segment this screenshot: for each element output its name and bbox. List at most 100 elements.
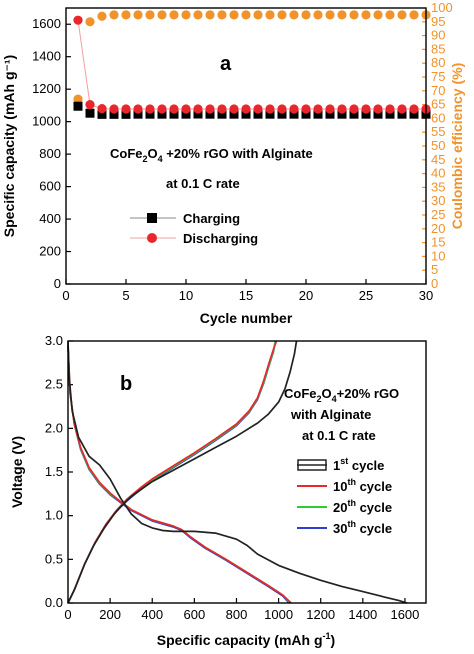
panel-a-y-tick-label: 1400 [32, 49, 61, 64]
panel-a-y-tick-label: 1200 [32, 81, 61, 96]
charging-point [301, 109, 311, 119]
curve-1-charge [67, 340, 298, 604]
panel-b-legend: 1st cycle 10th cycle 20th cycle 30th cycle [297, 456, 392, 536]
discharging-point [313, 104, 323, 114]
panel-a-y2-tick-label: 35 [431, 179, 445, 194]
panel-b-y-tick-label: 2.5 [45, 377, 63, 392]
coulombic-efficiency-point [385, 10, 395, 20]
coulombic-efficiency-point [373, 10, 383, 20]
panel-a-y-tick-label: 1000 [32, 114, 61, 129]
panel-a-y-tick-label: 200 [39, 244, 61, 259]
discharging-point [265, 104, 275, 114]
discharging-point [145, 104, 155, 114]
curve-4-discharge [67, 345, 290, 604]
panel-a-y2-tick-label: 40 [431, 166, 445, 181]
charging-point [397, 109, 407, 119]
discharging-point [241, 104, 251, 114]
panel-b-x-tick-label: 1600 [390, 607, 419, 622]
panel-a-y2-tick-label: 50 [431, 138, 445, 153]
curve-1-discharge [67, 340, 408, 604]
discharging-point [181, 104, 191, 114]
discharging-point [289, 104, 299, 114]
coulombic-efficiency-point [133, 10, 143, 20]
coulombic-efficiency-point [85, 17, 95, 27]
panel-a-y-title: Specific capacity (mAh g⁻¹) [1, 55, 17, 237]
panel-b-y-tick-label: 0.5 [45, 551, 63, 566]
charging-point [265, 109, 275, 119]
panel-b-y-title: Voltage (V) [9, 436, 25, 508]
panel-a-x-title: Cycle number [200, 310, 293, 326]
charging-point [85, 108, 95, 118]
coulombic-efficiency-point [169, 10, 179, 20]
coulombic-efficiency-point [349, 10, 359, 20]
coulombic-efficiency-point [337, 10, 347, 20]
panel-a-y-tick-label: 0 [54, 276, 61, 291]
panel-a-y2-tick-label: 25 [431, 207, 445, 222]
charging-point [97, 109, 107, 119]
charging-point [337, 109, 347, 119]
coulombic-efficiency-point [109, 10, 119, 20]
panel-b-x-tick-label: 1200 [306, 607, 335, 622]
coulombic-efficiency-point [217, 10, 227, 20]
charging-point [241, 109, 251, 119]
panel-a-y2-tick-label: 90 [431, 28, 445, 43]
panel-a-series [73, 10, 431, 119]
charging-point [145, 109, 155, 119]
discharging-point [169, 104, 179, 114]
charging-point [253, 109, 263, 119]
panel-b-annotation-line1: CoFe2O4+20% rGO [284, 386, 399, 404]
coulombic-efficiency-point [97, 11, 107, 21]
coulombic-efficiency-point [409, 10, 419, 20]
panel-a-x-tick-label: 25 [359, 288, 373, 303]
legend-swatch-box [297, 459, 327, 471]
charging-point [373, 109, 383, 119]
coulombic-efficiency-point [193, 10, 203, 20]
panel-a-x-tick-label: 5 [122, 288, 129, 303]
panel-a-y2-tick-label: 10 [431, 248, 445, 263]
panel-b-x-tick-label: 400 [141, 607, 163, 622]
coulombic-efficiency-point [229, 10, 239, 20]
charging-point [193, 109, 203, 119]
charging-point [277, 109, 287, 119]
charging-point [229, 109, 239, 119]
coulombic-efficiency-point [301, 10, 311, 20]
panel-b-y-tick-label: 1.5 [45, 464, 63, 479]
panel-b-y-tick-label: 2.0 [45, 420, 63, 435]
coulombic-efficiency-point [145, 10, 155, 20]
charging-point [409, 109, 419, 119]
panel-a-x-tick-label: 30 [419, 288, 433, 303]
charging-point [385, 109, 395, 119]
panel-a-y2-title: Coulombic efficiency (%) [449, 63, 465, 229]
charging-point [169, 109, 179, 119]
panel-a-y2-tick-label: 80 [431, 55, 445, 70]
legend-label: 30th cycle [333, 519, 392, 536]
panel-a-y2-tick-label: 30 [431, 193, 445, 208]
panel-a-y-tick-label: 400 [39, 211, 61, 226]
panel-a-y2-tick-label: 55 [431, 124, 445, 139]
panel-a-x-tick-label: 10 [179, 288, 193, 303]
legend-label: 20th cycle [333, 498, 392, 515]
curve-3-discharge [67, 345, 291, 604]
coulombic-efficiency-point [181, 10, 191, 20]
panel-b-x-tick-label: 800 [226, 607, 248, 622]
discharging-point [301, 104, 311, 114]
panel-a-ticks: 0 5 10 15 20 25 300200400600800100012001400160… [32, 0, 453, 303]
panel-a-x-tick-label: 0 [62, 288, 69, 303]
charging-point [109, 109, 119, 119]
coulombic-efficiency-point [325, 10, 335, 20]
panel-a-y2-tick-label: 5 [431, 262, 438, 277]
coulombic-efficiency-point [73, 94, 83, 104]
panel-b-annotation-line2: with Alginate [290, 407, 371, 422]
panel-a-y-tick-label: 1600 [32, 16, 61, 31]
panel-b-frame [67, 340, 427, 604]
panel-b-letter: b [120, 373, 132, 395]
panel-a-chart: 0 5 10 15 20 25 300200400600800100012001400160… [1, 0, 465, 326]
charging-point [325, 109, 335, 119]
discharging-point [277, 104, 287, 114]
panel-a-y2-tick-label: 0 [431, 276, 438, 291]
coulombic-efficiency-point [121, 10, 131, 20]
panel-b-y-tick-label: 0.0 [45, 595, 63, 610]
discharging-point [85, 100, 95, 110]
legend-charging-label: Charging [183, 211, 240, 226]
